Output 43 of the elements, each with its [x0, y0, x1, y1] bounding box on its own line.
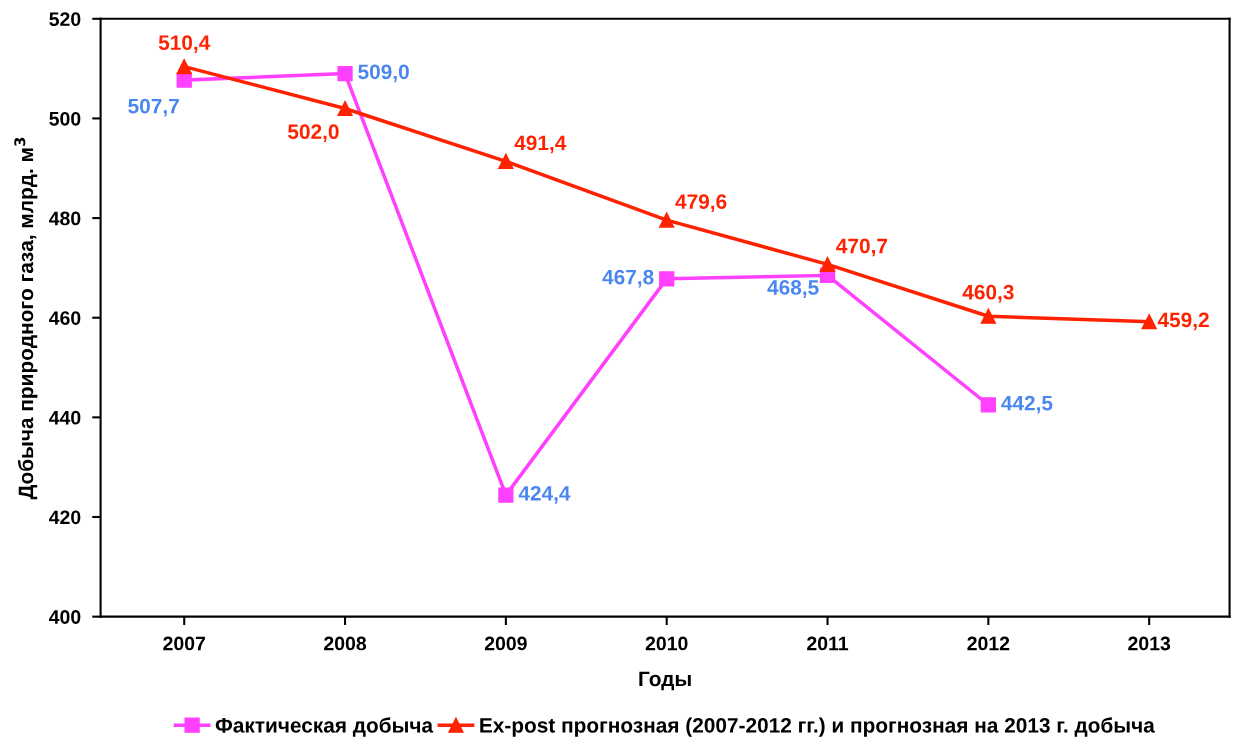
- x-tick-label: 2011: [807, 636, 849, 651]
- y-tick-label: 420: [49, 510, 81, 525]
- point: [337, 65, 353, 82]
- point: [337, 100, 353, 117]
- x-tick-label: 2007: [163, 636, 206, 651]
- data-label: 491,4: [514, 135, 567, 154]
- data-label: 442,5: [1001, 395, 1053, 414]
- legend-label: Ex-post прогнозная (2007-2012 гг.) и прогнозная на 2013 г. добыча: [480, 717, 1155, 737]
- data-label: 460,3: [962, 284, 1014, 303]
- point: [498, 153, 514, 169]
- x-tick-label: 2009: [484, 636, 527, 651]
- x-axis-title: Годы: [639, 671, 691, 691]
- point: [176, 58, 192, 75]
- point: [1141, 314, 1157, 330]
- x-tick-label: 2008: [324, 636, 367, 651]
- y-axis-title: Добыча природного газа, млрд. м$^{3}$: [14, 137, 38, 500]
- point: [659, 212, 675, 228]
- point: [176, 72, 192, 88]
- data-label: 470,7: [836, 238, 888, 257]
- data-label: 467,8: [602, 269, 654, 288]
- point: [980, 308, 996, 324]
- data-label: 479,6: [675, 194, 727, 213]
- point: [498, 487, 514, 503]
- point: [659, 271, 675, 287]
- x-tick-label: 2012: [967, 636, 1010, 651]
- data-label: 459,2: [1157, 312, 1209, 331]
- y-tick-label: 440: [49, 410, 81, 425]
- legend-label: Фактическая добыча: [215, 717, 434, 737]
- y-tick-label: 500: [49, 111, 81, 126]
- point: [980, 397, 996, 413]
- point: [819, 256, 836, 273]
- data-label: 424,4: [518, 485, 571, 504]
- data-label: 509,0: [358, 64, 409, 83]
- y-tick-label: 400: [49, 610, 81, 624]
- x-tick-label: 2013: [1128, 636, 1171, 651]
- data-label: 468,5: [767, 280, 819, 298]
- y-tick-label: 480: [49, 211, 81, 226]
- y-tick-label: 460: [49, 311, 81, 325]
- y-tick-label: 520: [49, 12, 81, 27]
- data-label: 507,7: [128, 98, 179, 117]
- data-label: 510,4: [158, 35, 211, 54]
- data-label: 502,0: [288, 124, 339, 143]
- x-tick-label: 2010: [645, 636, 688, 651]
